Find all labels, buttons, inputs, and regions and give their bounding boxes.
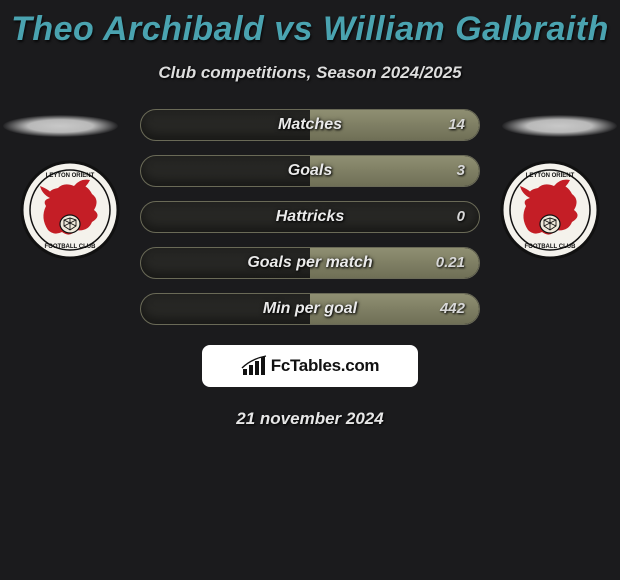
stats-table: Matches14 Goals3 Hattricks0 Goals per match…	[140, 109, 480, 339]
svg-text:FOOTBALL CLUB: FOOTBALL CLUB	[45, 244, 97, 250]
stat-value-right: 442	[440, 294, 465, 324]
comparison-arena: LEYTON ORIENT FOOTBALL CLUB LEYT	[0, 115, 620, 335]
comparison-card: Theo Archibald vs William Galbraith Club…	[0, 0, 620, 429]
stat-value-right: 0	[457, 202, 465, 232]
club-badge-right: LEYTON ORIENT FOOTBALL CLUB	[500, 160, 600, 260]
stat-label: Goals per match	[141, 248, 479, 278]
brand-label: FcTables.com	[271, 356, 380, 376]
stat-row: Goals per match0.21	[140, 247, 480, 279]
svg-text:LEYTON ORIENT: LEYTON ORIENT	[526, 173, 575, 179]
subtitle: Club competitions, Season 2024/2025	[0, 63, 620, 83]
player-right-platform	[502, 115, 617, 137]
stat-value-right: 0.21	[436, 248, 465, 278]
stat-value-right: 14	[448, 110, 465, 140]
player-left-platform	[3, 115, 118, 137]
stat-value-right: 3	[457, 156, 465, 186]
stat-label: Matches	[141, 110, 479, 140]
svg-text:LEYTON ORIENT: LEYTON ORIENT	[46, 173, 95, 179]
stat-row: Goals3	[140, 155, 480, 187]
bar-chart-icon	[241, 355, 267, 377]
brand-box[interactable]: FcTables.com	[202, 345, 418, 387]
stat-row: Min per goal442	[140, 293, 480, 325]
stat-row: Hattricks0	[140, 201, 480, 233]
page-title: Theo Archibald vs William Galbraith	[0, 0, 620, 49]
date-text: 21 november 2024	[0, 409, 620, 429]
stat-label: Goals	[141, 156, 479, 186]
stat-row: Matches14	[140, 109, 480, 141]
stat-label: Hattricks	[141, 202, 479, 232]
svg-text:FOOTBALL CLUB: FOOTBALL CLUB	[525, 244, 577, 250]
stat-label: Min per goal	[141, 294, 479, 324]
club-badge-left: LEYTON ORIENT FOOTBALL CLUB	[20, 160, 120, 260]
